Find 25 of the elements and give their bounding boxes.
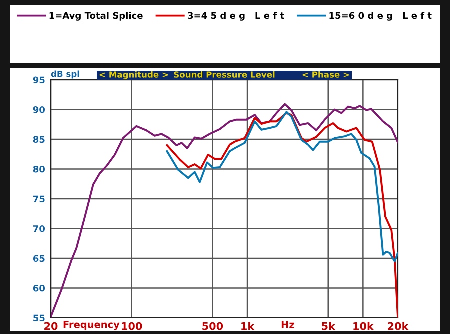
- y-tick-label: 80: [33, 166, 46, 173]
- y-tick-label: 95: [33, 76, 45, 84]
- legend-label: 3=4 5 d e g L e f t: [188, 12, 284, 21]
- y-tick-label: 55: [34, 314, 45, 322]
- x-tick-label: 500: [202, 322, 224, 330]
- y-tick-label: 90: [33, 106, 46, 114]
- x-tick-label: 20: [44, 322, 58, 330]
- y-tick-label: 75: [33, 196, 45, 203]
- text: < Magnitude >: [100, 71, 168, 80]
- legend-label: 15=6 0 d e g L e f t: [330, 12, 432, 21]
- text: Hz: [282, 321, 294, 328]
- y-axis-title: dB spl: [51, 70, 80, 79]
- x-tick-label: 20k: [388, 322, 409, 330]
- y-tick-label: 70: [33, 225, 46, 232]
- x-tick-label: 100: [122, 322, 142, 330]
- legend-label: 1=Avg Total Splice: [50, 12, 143, 21]
- x-tick-label: 1k: [242, 322, 255, 330]
- text: Sound Pressure Level: [174, 71, 275, 78]
- text: < Phase >: [302, 71, 350, 78]
- y-tick-label: 60: [33, 284, 46, 292]
- y-tick-label: 85: [33, 136, 45, 144]
- x-axis-title: Frequency: [64, 321, 120, 330]
- x-tick-label: 10k: [354, 322, 374, 330]
- x-tick-label: 5k: [322, 322, 336, 330]
- y-tick-label: 65: [33, 255, 45, 262]
